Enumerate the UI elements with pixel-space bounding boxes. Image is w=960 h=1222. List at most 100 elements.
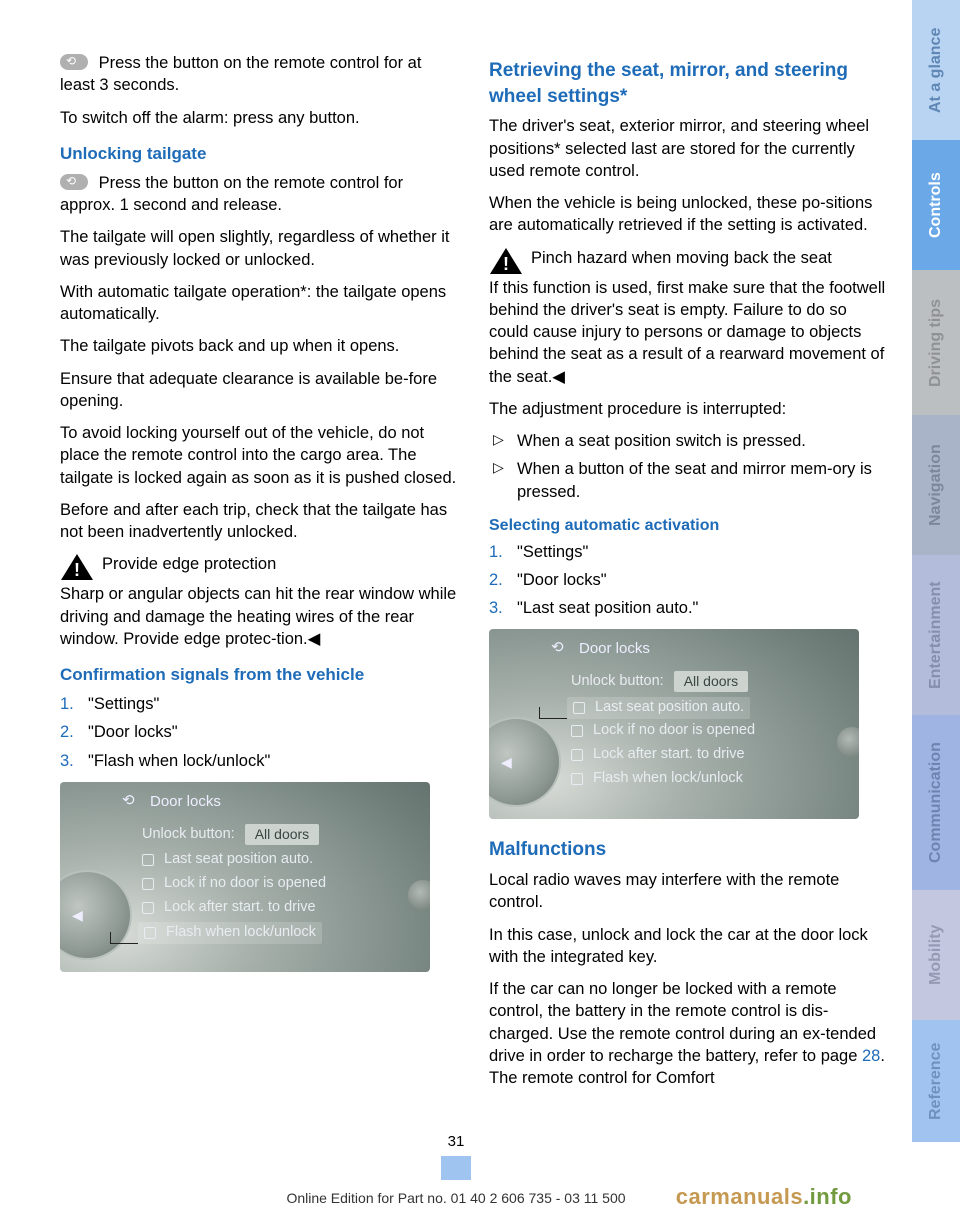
page-number-value: 31 <box>448 1133 465 1150</box>
warning-title: Pinch hazard when moving back the seat <box>531 249 832 267</box>
paragraph: Press the button on the remote control f… <box>60 52 459 97</box>
bullet-item: When a seat position switch is pressed. <box>489 430 888 452</box>
paragraph: Local radio waves may interfere with the… <box>489 869 888 914</box>
heading-selecting-activation: Selecting automatic activation <box>489 515 888 537</box>
checkbox-icon <box>142 878 154 890</box>
step-label: "Settings" <box>517 543 588 561</box>
screenshot-row: Lock after start. to drive <box>142 898 316 918</box>
two-column-layout: Press the button on the remote control f… <box>60 52 888 1099</box>
section-tab[interactable]: Reference <box>912 1020 960 1142</box>
tailgate-remote-icon <box>60 54 88 70</box>
step-item: 2."Door locks" <box>489 569 888 591</box>
warning-title: Provide edge protection <box>102 555 276 573</box>
page-content: Press the button on the remote control f… <box>0 0 912 1222</box>
section-tab[interactable]: Driving tips <box>912 270 960 415</box>
unlock-button-label: Unlock button: <box>142 825 235 845</box>
warning-body: If this function is used, first make sur… <box>489 277 888 388</box>
screenshot-row: Last seat position auto. <box>142 850 313 870</box>
pointer-line <box>539 707 567 719</box>
paragraph: The tailgate will open slightly, regardl… <box>60 226 459 271</box>
section-tab[interactable]: At a glance <box>912 0 960 140</box>
row-label: Lock after start. to drive <box>593 745 745 765</box>
text: Press the button on the remote control f… <box>60 174 403 214</box>
row-label: Last seat position auto. <box>164 850 313 870</box>
bullet-list: When a seat position switch is pressed. … <box>489 430 888 503</box>
screenshot-title: Door locks <box>579 639 650 659</box>
checkbox-icon <box>571 749 583 761</box>
step-item: 3."Last seat position auto." <box>489 597 888 619</box>
idrive-screenshot-flash: ⟲ Door locks Unlock button: All doors La… <box>60 782 430 972</box>
section-tab[interactable]: Entertainment <box>912 555 960 715</box>
section-tab[interactable]: Controls <box>912 140 960 270</box>
side-knob-icon <box>837 727 859 757</box>
warning-text: Pinch hazard when moving back the seat <box>531 247 888 269</box>
steps-activation: 1."Settings" 2."Door locks" 3."Last seat… <box>489 541 888 620</box>
warning-triangle-icon: ! <box>489 247 523 275</box>
row-label: Lock if no door is opened <box>593 721 755 741</box>
screenshot-title: Door locks <box>150 792 221 812</box>
section-tab[interactable]: Mobility <box>912 890 960 1020</box>
checkbox-icon <box>573 702 585 714</box>
paragraph: To switch off the alarm: press any butto… <box>60 107 459 129</box>
screenshot-row: Lock after start. to drive <box>571 745 745 765</box>
step-item: 3."Flash when lock/unlock" <box>60 750 459 772</box>
warning-body: Sharp or angular objects can hit the rea… <box>60 583 459 650</box>
screenshot-row: Flash when lock/unlock <box>571 769 743 789</box>
checkbox-icon <box>571 773 583 785</box>
paragraph: The driver's seat, exterior mirror, and … <box>489 115 888 182</box>
row-label: Flash when lock/unlock <box>166 923 316 943</box>
row-label: Flash when lock/unlock <box>593 769 743 789</box>
warning-text: Provide edge protection <box>102 553 459 575</box>
paragraph: In this case, unlock and lock the car at… <box>489 924 888 969</box>
warning-block: ! Provide edge protection <box>60 553 459 581</box>
page-number-bar <box>441 1156 471 1180</box>
paragraph: Press the button on the remote control f… <box>60 172 459 217</box>
step-item: 1."Settings" <box>489 541 888 563</box>
screenshot-row-highlighted: Last seat position auto. <box>567 697 750 719</box>
heading-unlocking-tailgate: Unlocking tailgate <box>60 143 459 166</box>
svg-text:!: ! <box>74 560 80 580</box>
watermark-text: .info <box>803 1184 852 1209</box>
heading-malfunctions: Malfunctions <box>489 837 888 863</box>
step-label: "Flash when lock/unlock" <box>88 752 270 770</box>
heading-confirmation-signals: Confirmation signals from the vehicle <box>60 664 459 687</box>
section-tabs-sidebar: At a glanceControlsDriving tipsNavigatio… <box>912 0 960 1222</box>
screenshot-row-highlighted: Flash when lock/unlock <box>138 922 322 944</box>
row-label: Lock after start. to drive <box>164 898 316 918</box>
section-tab[interactable]: Communication <box>912 715 960 890</box>
checkbox-icon <box>142 902 154 914</box>
paragraph: To avoid locking yourself out of the veh… <box>60 422 459 489</box>
warning-block: ! Pinch hazard when moving back the seat <box>489 247 888 275</box>
unlock-button-value: All doors <box>245 824 319 845</box>
settings-icon: ⟲ <box>551 638 571 654</box>
steps-confirmation: 1."Settings" 2."Door locks" 3."Flash whe… <box>60 693 459 772</box>
svg-text:!: ! <box>503 254 509 274</box>
row-label: Lock if no door is opened <box>164 874 326 894</box>
bullet-item: When a button of the seat and mirror mem… <box>489 458 888 503</box>
unlock-button-value: All doors <box>674 671 748 692</box>
screenshot-row: Lock if no door is opened <box>571 721 755 741</box>
paragraph: The tailgate pivots back and up when it … <box>60 335 459 357</box>
paragraph: With automatic tailgate operation*: the … <box>60 281 459 326</box>
checkbox-icon <box>144 927 156 939</box>
idrive-controller-icon <box>489 717 561 807</box>
watermark-text: carmanuals <box>676 1184 803 1209</box>
paragraph: Ensure that adequate clearance is availa… <box>60 368 459 413</box>
step-label: "Settings" <box>88 695 159 713</box>
pointer-line <box>110 932 138 944</box>
paragraph: The adjustment procedure is interrupted: <box>489 398 888 420</box>
step-item: 2."Door locks" <box>60 721 459 743</box>
heading-retrieving-settings: Retrieving the seat, mirror, and steerin… <box>489 58 888 109</box>
paragraph: When the vehicle is being unlocked, thes… <box>489 192 888 237</box>
paragraph: If the car can no longer be locked with … <box>489 978 888 1089</box>
section-tab[interactable]: Navigation <box>912 415 960 555</box>
screenshot-row: Unlock button: All doors <box>142 824 319 845</box>
page-link[interactable]: 28 <box>862 1047 880 1065</box>
step-label: "Door locks" <box>88 723 178 741</box>
screenshot-row: Lock if no door is opened <box>142 874 326 894</box>
right-column: Retrieving the seat, mirror, and steerin… <box>489 52 888 1099</box>
checkbox-icon <box>142 854 154 866</box>
watermark: carmanuals.info <box>676 1182 852 1212</box>
paragraph: Before and after each trip, check that t… <box>60 499 459 544</box>
row-label: Last seat position auto. <box>595 698 744 718</box>
